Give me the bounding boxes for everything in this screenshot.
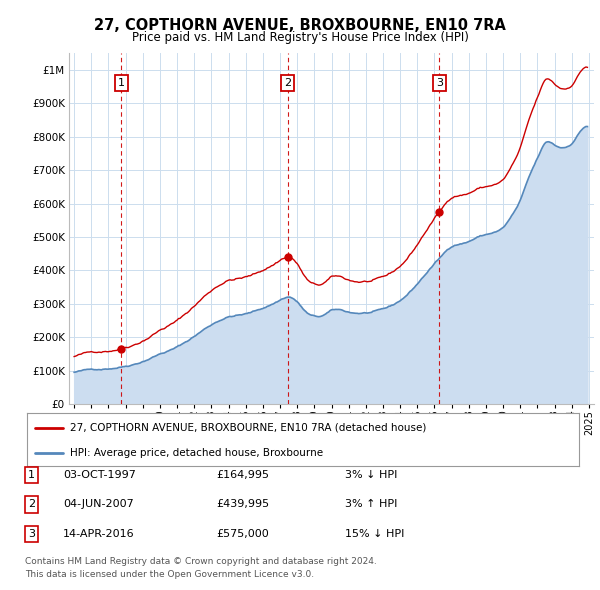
Text: Contains HM Land Registry data © Crown copyright and database right 2024.: Contains HM Land Registry data © Crown c… (25, 558, 377, 566)
Text: 14-APR-2016: 14-APR-2016 (63, 529, 134, 539)
Text: 15% ↓ HPI: 15% ↓ HPI (345, 529, 404, 539)
Text: £164,995: £164,995 (216, 470, 269, 480)
Text: Price paid vs. HM Land Registry's House Price Index (HPI): Price paid vs. HM Land Registry's House … (131, 31, 469, 44)
Text: 27, COPTHORN AVENUE, BROXBOURNE, EN10 7RA (detached house): 27, COPTHORN AVENUE, BROXBOURNE, EN10 7R… (70, 423, 427, 433)
Text: 03-OCT-1997: 03-OCT-1997 (63, 470, 136, 480)
Text: 1: 1 (118, 78, 125, 88)
Text: 3: 3 (436, 78, 443, 88)
Text: £575,000: £575,000 (216, 529, 269, 539)
Text: This data is licensed under the Open Government Licence v3.0.: This data is licensed under the Open Gov… (25, 571, 314, 579)
Text: 3% ↓ HPI: 3% ↓ HPI (345, 470, 397, 480)
Text: 04-JUN-2007: 04-JUN-2007 (63, 500, 134, 509)
Text: 3% ↑ HPI: 3% ↑ HPI (345, 500, 397, 509)
Text: HPI: Average price, detached house, Broxbourne: HPI: Average price, detached house, Brox… (70, 448, 323, 458)
Text: 3: 3 (28, 529, 35, 539)
Text: £439,995: £439,995 (216, 500, 269, 509)
Text: 2: 2 (28, 500, 35, 509)
Text: 2: 2 (284, 78, 292, 88)
Text: 1: 1 (28, 470, 35, 480)
Text: 27, COPTHORN AVENUE, BROXBOURNE, EN10 7RA: 27, COPTHORN AVENUE, BROXBOURNE, EN10 7R… (94, 18, 506, 32)
